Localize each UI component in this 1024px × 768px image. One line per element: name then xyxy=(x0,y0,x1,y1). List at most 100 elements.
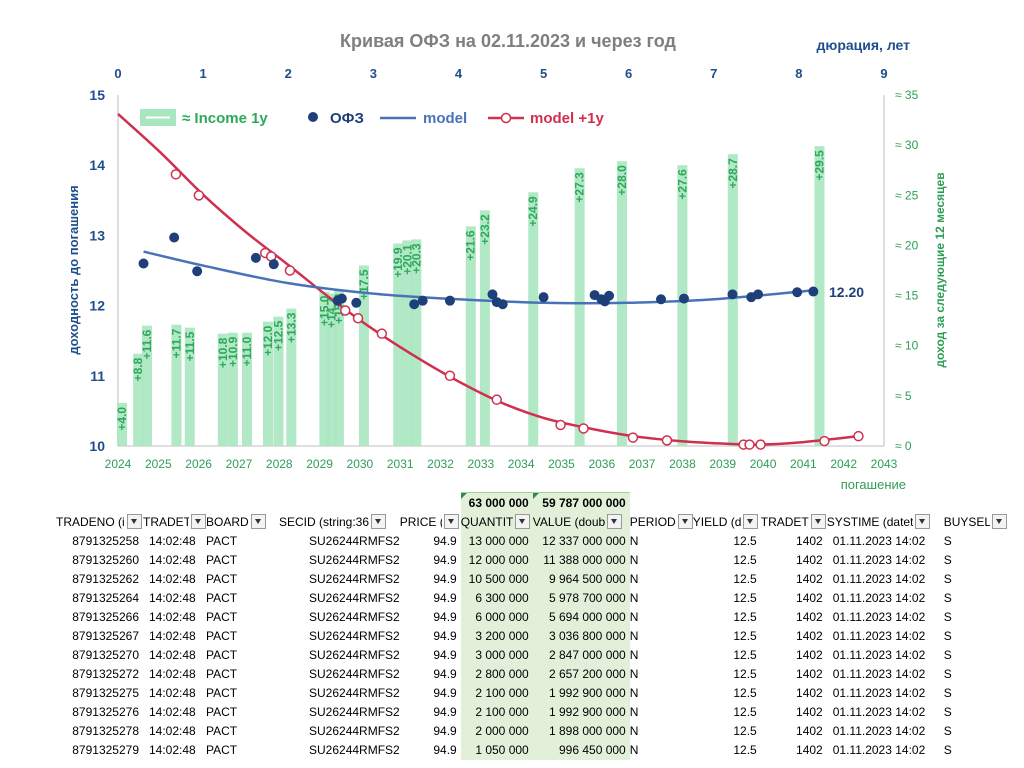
table-cell: N xyxy=(629,629,639,644)
table-cell: 01.11.2023 14:02 xyxy=(832,686,926,701)
table-cell: N xyxy=(629,591,639,606)
income-bar xyxy=(171,324,182,446)
table-cell: 2 847 000 000 xyxy=(532,646,630,666)
income-bar-label: +20.3 xyxy=(409,243,423,274)
filter-dropdown-icon[interactable] xyxy=(743,514,759,530)
table-cell: PACT xyxy=(206,610,238,625)
bottom-tick-label: 2034 xyxy=(508,457,535,471)
right-axis-label: доход за следующие 12 месяцев xyxy=(933,172,947,367)
filter-dropdown-icon[interactable] xyxy=(514,514,530,530)
ofz-point xyxy=(538,292,549,303)
chart-legend: ≈ Income 1y ОФЗ model model +1y xyxy=(140,109,604,127)
income-bar-label: +11.6 xyxy=(140,329,154,359)
table-cell: 01.11.2023 14:02 xyxy=(832,648,926,663)
income-bar-label: +27.6 xyxy=(675,169,689,200)
column-header[interactable]: PERIOD xyxy=(630,513,693,532)
table-cell: 12 337 000 000 xyxy=(532,532,630,552)
ofz-point xyxy=(808,286,819,297)
table-cell: 94.9 xyxy=(433,610,457,625)
table-row: 8791325262 14:02:48 PACT SU26244RMFS2 94.9 10… xyxy=(56,570,1007,590)
income-bar-label: +12.5 xyxy=(271,320,285,351)
column-header[interactable]: QUANTIT xyxy=(460,513,533,533)
table-row: 8791325272 14:02:48 PACT SU26244RMFS2 94.9 2 … xyxy=(56,665,1007,685)
column-header[interactable]: TRADET xyxy=(143,513,206,532)
filter-dropdown-icon[interactable] xyxy=(126,514,142,530)
column-header[interactable]: TRADET xyxy=(761,513,827,532)
table-cell: SU26244RMFS2 xyxy=(309,591,400,606)
column-header[interactable]: TRADENO (i xyxy=(56,513,143,532)
table-cell: 1402 xyxy=(796,686,823,701)
filter-dropdown-icon[interactable] xyxy=(443,514,459,530)
ofz-point xyxy=(678,293,689,304)
filter-dropdown-icon[interactable] xyxy=(915,514,931,530)
table-cell: PACT xyxy=(206,705,238,720)
ofz-point xyxy=(138,258,149,269)
table-cell: 12.5 xyxy=(733,667,757,682)
filter-dropdown-icon[interactable] xyxy=(191,514,206,530)
model-plus-1y-marker xyxy=(339,305,351,316)
table-cell: PACT xyxy=(206,724,238,739)
column-header[interactable]: VALUE (doub xyxy=(532,513,630,533)
right-tick-label: ≈ 0 xyxy=(895,439,912,453)
ofz-point xyxy=(487,289,498,300)
model-end-label: 12.20 xyxy=(829,284,864,300)
table-cell: 2 800 000 xyxy=(460,665,533,685)
filter-dropdown-icon[interactable] xyxy=(607,514,623,530)
table-cell: S xyxy=(943,534,952,549)
table-cell: 8791325262 xyxy=(72,572,139,587)
income-bar-label: +17.5 xyxy=(357,269,371,300)
table-cell: 12.5 xyxy=(733,572,757,587)
filter-dropdown-icon[interactable] xyxy=(371,514,387,530)
bottom-tick-label: 2030 xyxy=(347,457,374,471)
model-plus-1y-marker xyxy=(193,190,205,201)
filter-dropdown-icon[interactable] xyxy=(810,514,826,530)
table-cell: 996 450 000 xyxy=(532,741,630,761)
table-cell: 8791325260 xyxy=(72,553,139,568)
income-bar xyxy=(184,327,195,446)
table-cell: SU26244RMFS2 xyxy=(309,534,400,549)
table-cell: N xyxy=(629,686,639,701)
bottom-tick-label: 2042 xyxy=(830,457,857,471)
table-cell: 1 898 000 000 xyxy=(532,722,630,742)
table-row: 8791325258 14:02:48 PACT SU26244RMFS2 94.9 13… xyxy=(56,532,1007,552)
column-header[interactable]: PRICE (d xyxy=(400,513,461,532)
table-cell: 10 500 000 xyxy=(460,570,533,590)
column-header[interactable]: BUYSEL xyxy=(944,513,1007,532)
empty-cell xyxy=(761,493,827,514)
table-cell: N xyxy=(629,667,639,682)
income-bar xyxy=(358,265,369,446)
table-cell: PACT xyxy=(206,648,238,663)
column-header-label: TRADET xyxy=(143,515,189,530)
ofz-point xyxy=(336,293,347,304)
table-row: 8791325267 14:02:48 PACT SU26244RMFS2 94.9 3 … xyxy=(56,627,1007,647)
column-header-label: TRADENO (i xyxy=(56,515,125,530)
income-bar xyxy=(528,192,539,446)
income-bar-label: +19.9 xyxy=(391,247,405,278)
column-header-label: VALUE (doub xyxy=(532,515,606,530)
table-cell: 94.9 xyxy=(433,591,457,606)
total-value: 59 787 000 000 xyxy=(532,492,630,513)
table-cell: 8791325276 xyxy=(72,705,139,720)
model-plus-1y-line xyxy=(117,113,859,446)
income-bar xyxy=(411,239,422,446)
filter-dropdown-icon[interactable] xyxy=(677,514,693,530)
column-header[interactable]: BOARD xyxy=(206,513,279,532)
empty-cell xyxy=(944,493,1007,514)
table-cell: 1 992 900 000 xyxy=(532,703,630,723)
right-tick-label: ≈ 30 xyxy=(895,138,919,152)
table-cell: S xyxy=(943,743,952,758)
top-axis-label: дюрация, лет xyxy=(816,37,910,53)
income-bar xyxy=(133,353,144,446)
column-header[interactable]: SYSTIME (datet xyxy=(827,513,944,532)
table-cell: 01.11.2023 14:02 xyxy=(832,629,926,644)
column-header[interactable]: SECID (string:36 xyxy=(279,513,400,532)
filter-dropdown-icon[interactable] xyxy=(991,514,1007,530)
right-tick-label: ≈ 20 xyxy=(895,238,919,252)
filter-dropdown-icon[interactable] xyxy=(250,514,266,530)
table-cell: 01.11.2023 14:02 xyxy=(832,534,926,549)
table-cell: N xyxy=(629,724,639,739)
table-cell: 12.5 xyxy=(733,629,757,644)
legend-income-label: ≈ Income 1y xyxy=(182,110,268,127)
right-tick-label: ≈ 25 xyxy=(895,188,919,202)
column-header[interactable]: YIELD (d xyxy=(693,513,761,532)
